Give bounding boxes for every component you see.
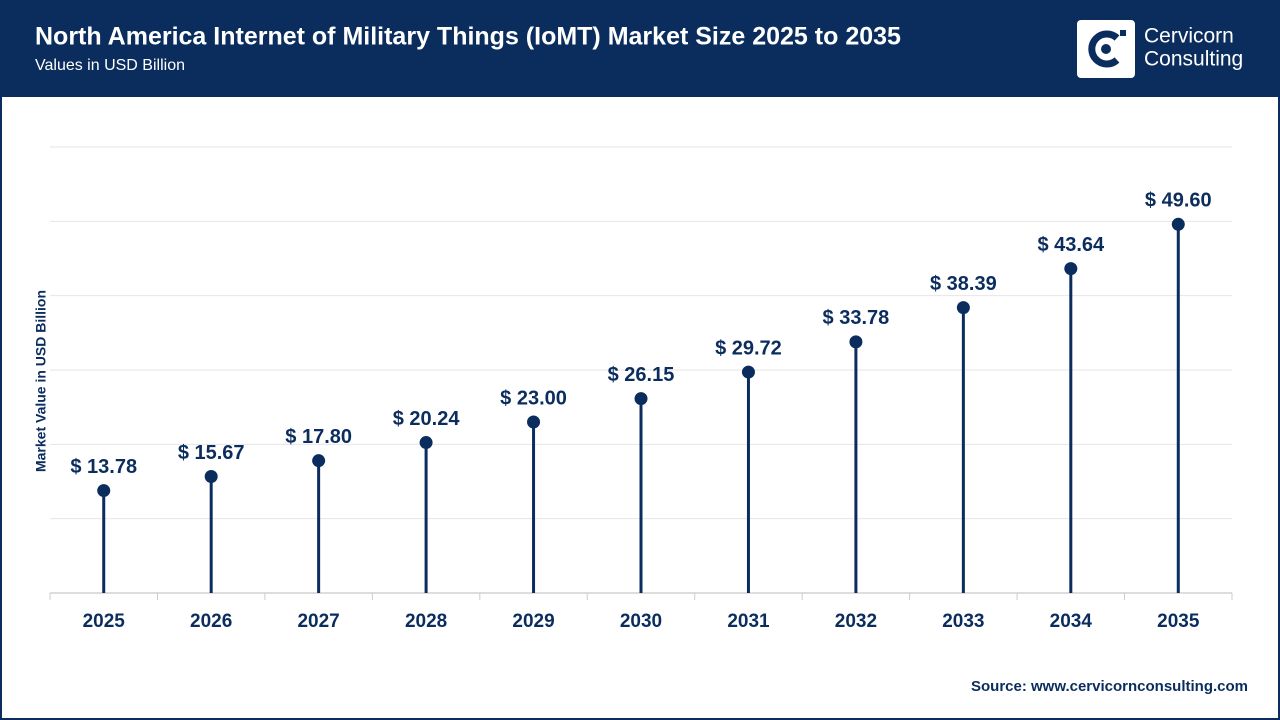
dot [97,484,111,498]
source: Source: www.cervicornconsulting.com [971,678,1248,695]
brand-name: Cervicorn [1144,25,1234,48]
x-tick-label: 2032 [835,611,877,632]
dot [1171,217,1185,231]
value-label: $ 26.15 [608,364,675,386]
chart-title: North America Internet of Military Thing… [35,23,901,51]
x-tick-label: 2031 [727,611,770,632]
x-tick-label: 2027 [297,611,339,632]
dot [419,436,433,450]
value-label: $ 33.78 [823,307,890,329]
value-label: $ 29.72 [715,337,782,359]
value-label: $ 17.80 [285,426,352,448]
x-tick-label: 2034 [1050,611,1093,632]
header [0,0,1280,97]
chart-subtitle: Values in USD Billion [35,57,185,74]
value-label: $ 15.67 [178,442,245,464]
dot [312,454,326,468]
x-tick-label: 2035 [1157,611,1200,632]
brand-name: Consulting [1144,48,1243,71]
y-axis-label: Market Value in USD Billion [33,290,49,472]
value-label: $ 20.24 [393,408,461,430]
dot [634,392,648,406]
logo-dot [1101,44,1111,54]
value-label: $ 38.39 [930,273,997,295]
dot [527,415,541,429]
value-label: $ 43.64 [1037,234,1105,256]
dot [741,365,755,379]
dot [1064,262,1078,276]
logo-icon [1088,30,1120,68]
x-tick-label: 2026 [190,611,232,632]
value-label: $ 23.00 [500,387,567,409]
dot [956,301,970,315]
dot [849,335,863,349]
value-label: $ 49.60 [1145,190,1212,212]
x-tick-label: 2029 [512,611,554,632]
x-tick-label: 2025 [83,611,126,632]
x-tick-label: 2033 [942,611,984,632]
x-tick-label: 2030 [620,611,662,632]
value-label: $ 13.78 [70,456,137,478]
logo-square [1120,30,1126,36]
dot [204,470,218,484]
x-tick-label: 2028 [405,611,447,632]
